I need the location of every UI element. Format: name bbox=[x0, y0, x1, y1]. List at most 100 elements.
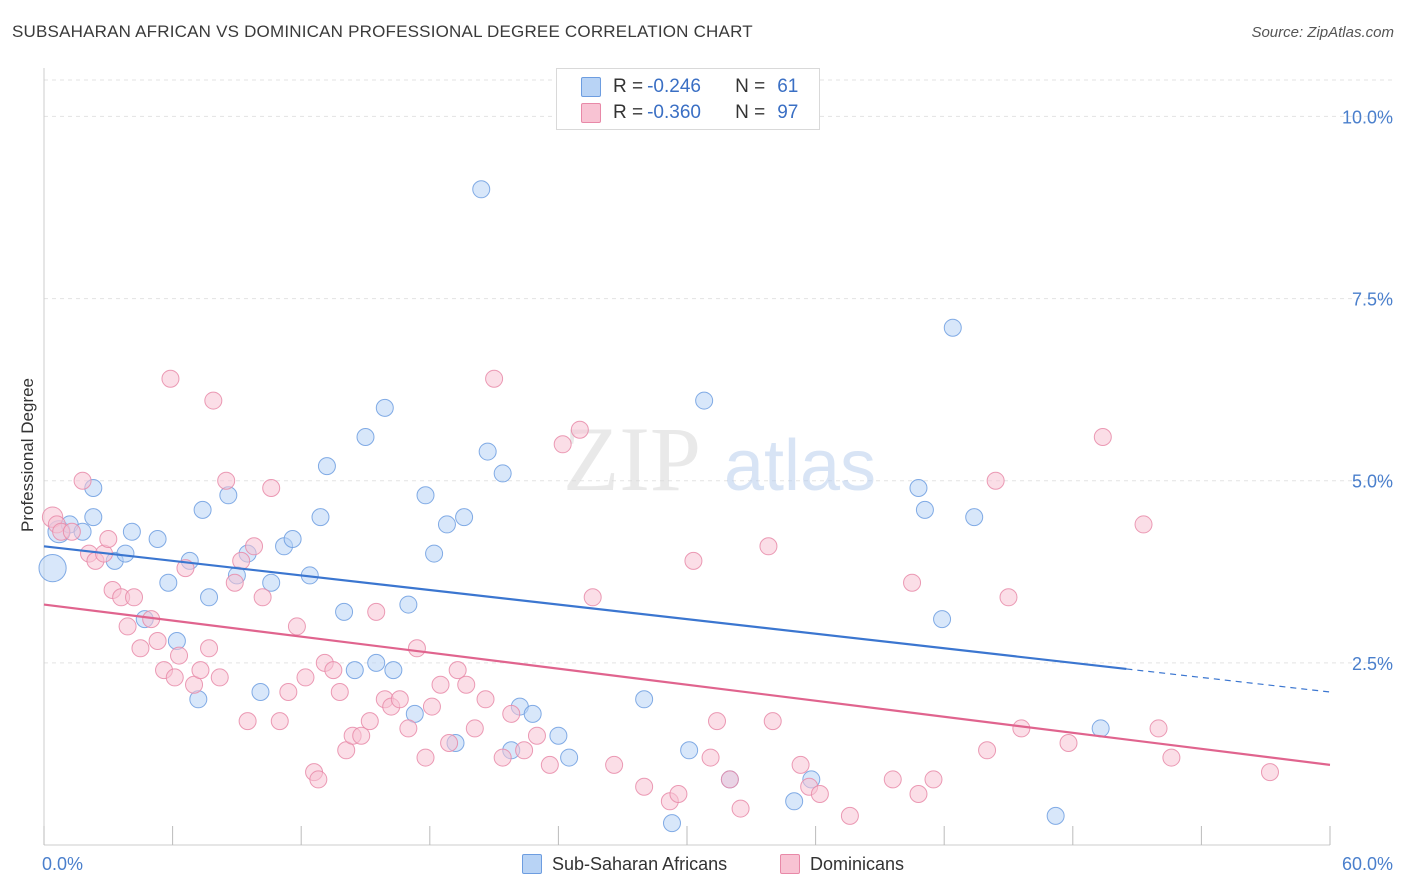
point-dominican bbox=[1093, 428, 1112, 446]
trend-line-dominican bbox=[43, 603, 1331, 766]
point-dominican bbox=[540, 755, 559, 774]
point-dominican bbox=[485, 369, 504, 388]
x-tick-label: 60.0% bbox=[1342, 854, 1393, 874]
point-dominican bbox=[225, 573, 244, 592]
point-sub-saharan-african bbox=[122, 522, 141, 541]
point-dominican bbox=[1260, 763, 1279, 782]
point-sub-saharan-african bbox=[384, 661, 403, 680]
point-dominican bbox=[840, 806, 859, 825]
legend-r-value: -0.360 bbox=[647, 102, 701, 123]
point-dominican bbox=[253, 588, 272, 607]
point-dominican bbox=[270, 712, 289, 731]
point-sub-saharan-african bbox=[662, 814, 681, 833]
legend-stats: R = -0.246 N = 61 R = -0.360 N = 97 bbox=[556, 68, 820, 130]
point-dominican bbox=[1059, 734, 1078, 752]
legend-swatch-pink bbox=[581, 103, 601, 123]
point-sub-saharan-african bbox=[335, 602, 354, 621]
data-points bbox=[38, 180, 1279, 833]
point-dominican bbox=[1162, 748, 1181, 767]
point-dominican bbox=[118, 617, 137, 636]
point-sub-saharan-african bbox=[785, 792, 804, 811]
legend-r-value: -0.246 bbox=[647, 76, 701, 97]
point-sub-saharan-african bbox=[148, 530, 167, 548]
point-dominican bbox=[1134, 515, 1153, 534]
point-dominican bbox=[131, 639, 150, 658]
point-sub-saharan-african bbox=[317, 457, 336, 476]
legend-swatch-blue bbox=[522, 854, 542, 874]
chart-title: SUBSAHARAN AFRICAN VS DOMINICAN PROFESSI… bbox=[12, 22, 753, 41]
point-sub-saharan-african bbox=[560, 748, 579, 767]
point-dominican bbox=[583, 588, 602, 607]
point-sub-saharan-african bbox=[915, 500, 934, 519]
point-dominican bbox=[296, 668, 315, 687]
source-label: Source: ZipAtlas.com bbox=[1251, 24, 1394, 41]
axes bbox=[43, 68, 1331, 846]
point-sub-saharan-african bbox=[356, 428, 375, 446]
point-sub-saharan-african bbox=[455, 508, 474, 527]
watermark: ZIP atlas bbox=[563, 408, 876, 510]
legend-item-sub-saharan-africans[interactable]: Sub-Saharan Africans bbox=[522, 852, 727, 876]
point-dominican bbox=[1149, 719, 1168, 738]
y-axis-label: Professional Degree bbox=[18, 377, 37, 533]
y-tick-label: 2.5% bbox=[1352, 654, 1393, 674]
legend-n-value: 97 bbox=[777, 102, 799, 123]
point-sub-saharan-african bbox=[472, 180, 491, 199]
gridlines bbox=[44, 79, 1393, 664]
point-sub-saharan-african bbox=[116, 544, 135, 563]
point-dominican bbox=[165, 668, 184, 687]
legend-item-dominicans[interactable]: Dominicans bbox=[780, 852, 904, 876]
legend-n-label: N = bbox=[735, 76, 766, 97]
legend-item-label: Dominicans bbox=[810, 853, 905, 874]
point-dominican bbox=[448, 661, 467, 680]
point-dominican bbox=[390, 690, 409, 709]
point-sub-saharan-african bbox=[437, 515, 456, 534]
point-dominican bbox=[399, 719, 418, 738]
point-dominican bbox=[457, 675, 476, 694]
point-dominican bbox=[204, 391, 223, 410]
legend-series: Sub-Saharan Africans Dominicans bbox=[0, 852, 1406, 876]
point-dominican bbox=[324, 661, 343, 680]
point-sub-saharan-african bbox=[478, 442, 497, 461]
point-dominican bbox=[635, 777, 654, 796]
point-dominican bbox=[763, 712, 782, 731]
point-dominican bbox=[148, 632, 167, 650]
legend-swatch-blue bbox=[581, 77, 601, 97]
point-dominican bbox=[493, 748, 512, 767]
point-sub-saharan-african bbox=[283, 530, 302, 548]
point-sub-saharan-african bbox=[399, 595, 418, 614]
point-dominican bbox=[200, 639, 219, 658]
point-dominican bbox=[330, 683, 349, 701]
point-dominican bbox=[720, 770, 739, 789]
point-sub-saharan-african bbox=[933, 610, 952, 629]
point-dominican bbox=[553, 435, 572, 454]
point-sub-saharan-african bbox=[523, 704, 542, 723]
legend-stats-row-pink: R = -0.360 N = 97 bbox=[581, 101, 798, 125]
point-dominican bbox=[287, 617, 306, 636]
point-dominican bbox=[367, 602, 386, 621]
point-sub-saharan-african bbox=[375, 398, 394, 417]
point-dominican bbox=[791, 755, 810, 774]
point-sub-saharan-african bbox=[943, 318, 962, 337]
point-dominican bbox=[210, 668, 229, 687]
point-dominican bbox=[422, 697, 441, 716]
point-dominican bbox=[352, 726, 371, 745]
point-dominican bbox=[999, 588, 1018, 607]
point-dominican bbox=[515, 741, 534, 760]
point-dominican bbox=[759, 537, 778, 556]
point-sub-saharan-african bbox=[367, 653, 386, 672]
point-sub-saharan-african bbox=[635, 690, 654, 709]
point-sub-saharan-african bbox=[1046, 806, 1065, 825]
point-sub-saharan-african bbox=[345, 661, 364, 680]
point-sub-saharan-african bbox=[84, 508, 103, 527]
point-dominican bbox=[924, 770, 943, 789]
point-dominican bbox=[73, 471, 92, 490]
tick-labels: 2.5% 5.0% 7.5% 10.0% 0.0% 60.0% bbox=[42, 107, 1393, 874]
point-dominican bbox=[465, 719, 484, 738]
point-dominican bbox=[245, 537, 264, 556]
point-dominican bbox=[125, 588, 144, 607]
point-dominican bbox=[903, 573, 922, 592]
y-tick-label: 10.0% bbox=[1342, 107, 1393, 127]
point-dominican bbox=[232, 551, 251, 570]
point-dominican bbox=[476, 690, 495, 709]
